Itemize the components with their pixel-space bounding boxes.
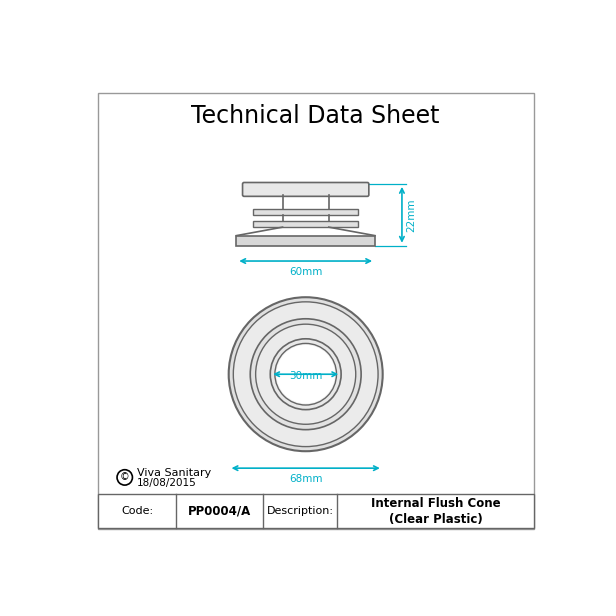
- Circle shape: [229, 298, 383, 451]
- Circle shape: [277, 345, 335, 403]
- Circle shape: [233, 302, 378, 447]
- Text: 60mm: 60mm: [289, 267, 322, 277]
- Text: 22mm: 22mm: [406, 198, 416, 232]
- Circle shape: [270, 339, 341, 410]
- Bar: [98, 494, 533, 529]
- Text: Technical Data Sheet: Technical Data Sheet: [192, 104, 440, 128]
- Text: 18/08/2015: 18/08/2015: [137, 478, 197, 488]
- Text: 68mm: 68mm: [289, 474, 322, 484]
- Text: 30mm: 30mm: [289, 371, 322, 381]
- Bar: [253, 221, 358, 227]
- Text: Description:: Description:: [267, 506, 334, 516]
- Bar: [237, 235, 375, 246]
- Circle shape: [275, 344, 336, 405]
- Circle shape: [117, 470, 132, 485]
- Text: ©: ©: [120, 472, 129, 482]
- Text: Code:: Code:: [121, 506, 153, 516]
- Text: PP0004/A: PP0004/A: [188, 505, 251, 518]
- FancyBboxPatch shape: [243, 182, 369, 197]
- Circle shape: [250, 319, 361, 430]
- Bar: [253, 209, 358, 215]
- Circle shape: [256, 324, 356, 424]
- Text: Internal Flush Cone
(Clear Plastic): Internal Flush Cone (Clear Plastic): [371, 496, 500, 526]
- Text: Viva Sanitary: Viva Sanitary: [137, 468, 211, 478]
